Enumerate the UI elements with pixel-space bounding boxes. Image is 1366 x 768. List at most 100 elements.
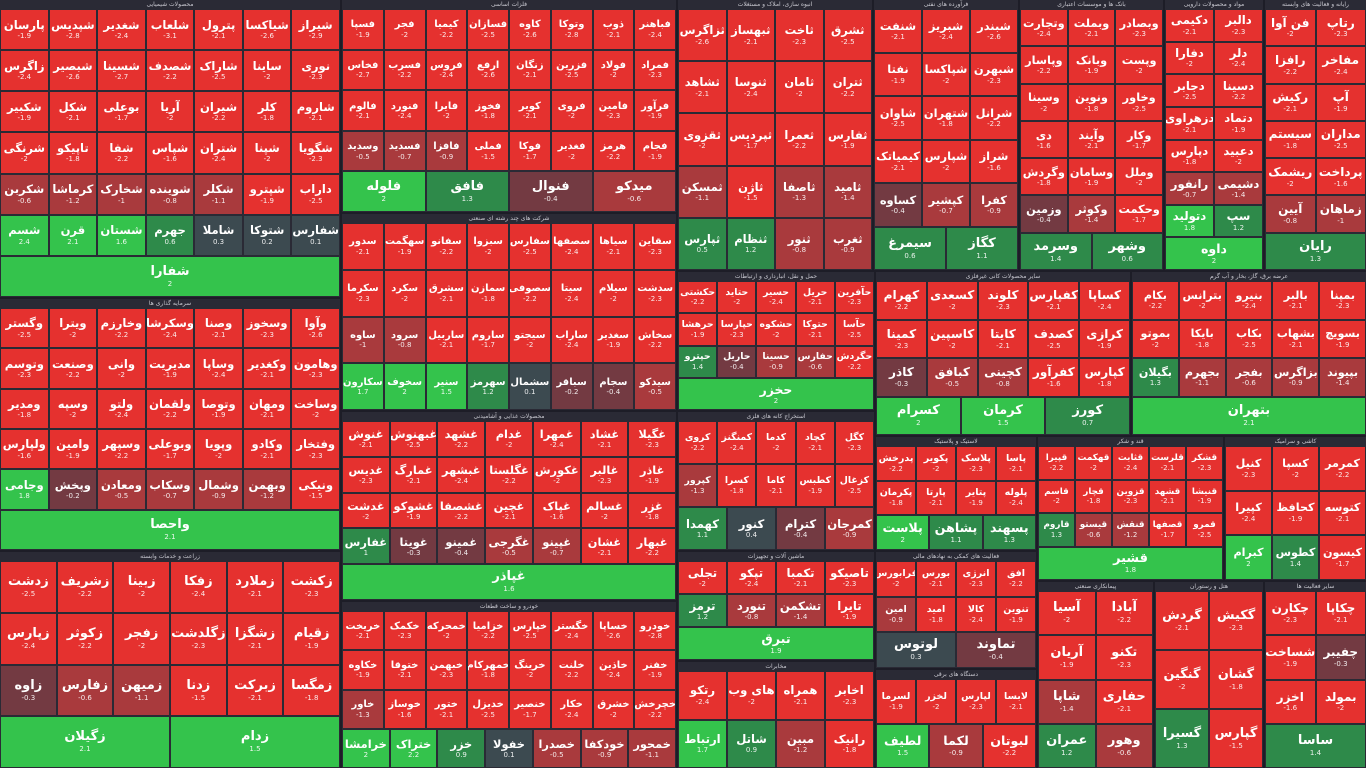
- tile[interactable]: خودرو -2.8: [634, 611, 676, 651]
- tile[interactable]: آریا -2: [145, 91, 195, 133]
- tile[interactable]: وگستر -2.5: [0, 308, 49, 349]
- tile[interactable]: وپویا -2: [194, 429, 243, 470]
- tile[interactable]: شصدف -2.2: [145, 50, 195, 92]
- tile[interactable]: فافق 1.3: [425, 171, 509, 212]
- tile[interactable]: افق -2.2: [996, 561, 1036, 597]
- tile[interactable]: سبزوا -2: [467, 223, 509, 270]
- tile[interactable]: خزر 0.9: [437, 728, 486, 768]
- tile[interactable]: بترانس -2: [1178, 281, 1226, 320]
- tile[interactable]: تنوین -1.9: [996, 596, 1036, 633]
- tile[interactable]: کرماشا -1.2: [48, 173, 98, 215]
- tile[interactable]: خمهرکام -1.8: [467, 650, 509, 690]
- tile[interactable]: شتران -2.4: [194, 132, 243, 174]
- tile[interactable]: دکیمی -2.1: [1165, 9, 1214, 42]
- tile[interactable]: فباهنر -2.4: [634, 9, 676, 50]
- tile[interactable]: ثپردیس -1.7: [726, 113, 775, 166]
- tile[interactable]: ثعمرا -2.2: [775, 113, 824, 166]
- tile[interactable]: قهکمت -2: [1075, 446, 1112, 480]
- tile[interactable]: فایرا -2: [425, 90, 468, 131]
- tile[interactable]: فسدید -0.7: [383, 130, 426, 172]
- tile[interactable]: تاصیکو -2.3: [825, 561, 874, 594]
- tile[interactable]: پلاسک -2.3: [956, 446, 996, 481]
- tile[interactable]: وسپهر -2.2: [97, 429, 146, 470]
- tile[interactable]: کترام -0.4: [776, 507, 825, 550]
- tile[interactable]: کدما -2: [756, 421, 796, 464]
- tile[interactable]: وساخت -2: [291, 388, 340, 429]
- tile[interactable]: ساسا 1.4: [1265, 723, 1366, 768]
- tile[interactable]: لطیف 1.5: [876, 723, 930, 768]
- tile[interactable]: سنیر 1.5: [425, 363, 468, 410]
- tile[interactable]: شوینده -0.8: [145, 173, 195, 215]
- tile[interactable]: کساپا -2.4: [1079, 281, 1130, 320]
- tile[interactable]: پشاهن 1.1: [929, 515, 983, 550]
- tile[interactable]: غگلستا -2.2: [485, 456, 533, 493]
- tile[interactable]: کبافق -0.5: [926, 358, 978, 397]
- tile[interactable]: کرازی -1.9: [1079, 319, 1130, 358]
- tile[interactable]: وبانک -1.9: [1067, 46, 1116, 84]
- tile[interactable]: کفپارس -2.1: [1028, 281, 1080, 320]
- tile[interactable]: پکرمان -1.8: [876, 480, 916, 516]
- tile[interactable]: قشیر 1.8: [1038, 546, 1223, 580]
- tile[interactable]: ثشرق -2.5: [823, 9, 872, 62]
- tile[interactable]: ترمز 1.2: [678, 594, 727, 627]
- tile[interactable]: گپارس -1.5: [1209, 709, 1263, 768]
- tile[interactable]: فولاد -2: [592, 49, 635, 91]
- tile[interactable]: غدام -2: [485, 421, 533, 457]
- tile[interactable]: بزاگرس -0.9: [1272, 358, 1320, 397]
- tile[interactable]: بمولد -2: [1315, 679, 1366, 724]
- tile[interactable]: سیلام -2: [592, 269, 635, 317]
- tile[interactable]: خلنت -2.2: [550, 650, 593, 690]
- tile[interactable]: کروی -2.2: [678, 421, 718, 464]
- tile[interactable]: ویترا -2: [48, 308, 98, 349]
- tile[interactable]: شغدیر -2.4: [97, 9, 146, 51]
- tile[interactable]: حآسا -2.5: [834, 313, 874, 346]
- tile[interactable]: رانیک -1.8: [825, 719, 874, 768]
- tile[interactable]: قیستو -0.6: [1075, 513, 1112, 547]
- tile[interactable]: غمارگ -2.1: [389, 456, 438, 493]
- tile[interactable]: وفتخار -2.3: [291, 429, 340, 470]
- tile[interactable]: وسدید -0.5: [342, 130, 384, 172]
- tile[interactable]: لخزر -2: [916, 679, 956, 724]
- tile[interactable]: سشمال 0.1: [509, 363, 551, 410]
- tile[interactable]: تشکمن -1.4: [776, 594, 825, 627]
- tile[interactable]: ثاژن -1.5: [726, 165, 775, 218]
- tile[interactable]: وهامون -2.3: [291, 348, 340, 389]
- tile[interactable]: گردش -2.1: [1155, 591, 1209, 650]
- tile[interactable]: سیدکو -0.5: [634, 363, 676, 410]
- tile[interactable]: کاوه -2.6: [509, 9, 551, 50]
- tile[interactable]: زماهان -1: [1315, 195, 1366, 233]
- tile[interactable]: فروی -2: [550, 90, 593, 131]
- tile[interactable]: وجامی 1.8: [0, 469, 49, 510]
- tile[interactable]: زمگسا -1.8: [283, 664, 340, 717]
- tile[interactable]: کفرا -0.9: [970, 183, 1018, 227]
- tile[interactable]: پارتا -2.1: [916, 480, 956, 516]
- tile[interactable]: سیاها -2.1: [592, 223, 635, 270]
- tile[interactable]: خودکفا -0.9: [580, 728, 629, 768]
- tile[interactable]: سیجتو -2: [509, 316, 551, 364]
- tile[interactable]: وآیند -2.1: [1067, 120, 1116, 159]
- tile[interactable]: کفرآور -1.6: [1028, 358, 1080, 397]
- tile[interactable]: ومدیر -1.8: [0, 388, 49, 429]
- tile[interactable]: کساوه -0.4: [874, 183, 922, 227]
- tile[interactable]: دشیمی -1.4: [1214, 172, 1263, 205]
- tile[interactable]: قثابت -2.4: [1112, 446, 1149, 480]
- tile[interactable]: کرمان 1.5: [960, 396, 1046, 435]
- tile[interactable]: وکغدیر -2.1: [242, 348, 292, 389]
- tile[interactable]: حخزر 2: [678, 377, 874, 410]
- tile[interactable]: انرژی -2.3: [956, 561, 996, 597]
- tile[interactable]: سپ 1.2: [1214, 204, 1263, 238]
- tile[interactable]: قاسم -2: [1038, 479, 1075, 513]
- tile[interactable]: دسینا -2.2: [1214, 74, 1263, 107]
- tile[interactable]: کسرا -1.8: [717, 464, 757, 507]
- tile[interactable]: دعبید -2: [1214, 139, 1263, 173]
- tile[interactable]: وسپه -2: [48, 388, 98, 429]
- tile[interactable]: فملی -1.5: [467, 130, 509, 172]
- tile[interactable]: پارسان -1.9: [0, 9, 49, 51]
- tile[interactable]: غگرجی -0.5: [485, 528, 533, 565]
- tile[interactable]: شرانل -2.2: [970, 96, 1018, 140]
- tile[interactable]: شاپا -1.4: [1038, 679, 1096, 724]
- tile[interactable]: غمهرا -2.4: [532, 421, 581, 457]
- tile[interactable]: وسرمد 1.4: [1020, 232, 1092, 270]
- tile[interactable]: شبهرن -2.3: [970, 52, 1018, 96]
- tile[interactable]: کطبس -1.9: [795, 464, 835, 507]
